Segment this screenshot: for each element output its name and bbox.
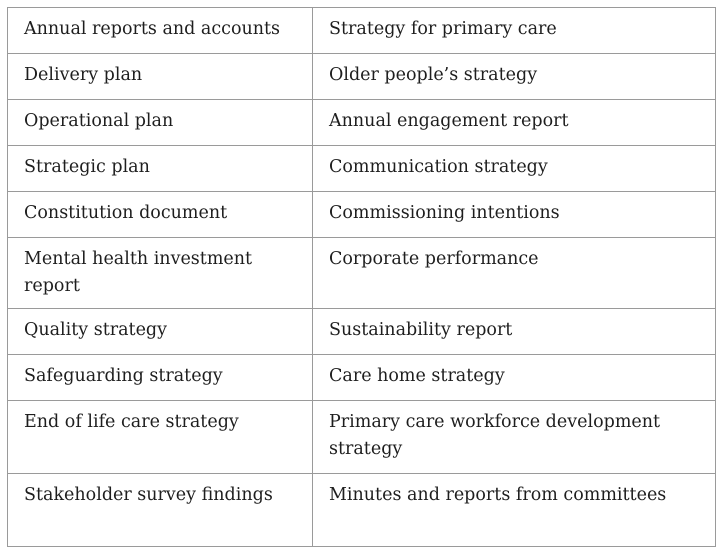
table-cell-right: Minutes and reports from committees bbox=[312, 473, 716, 547]
table-row: End of life care strategy Primary care w… bbox=[7, 400, 716, 474]
table-cell-right: Commissioning intentions bbox=[312, 191, 716, 238]
table-cell-right: Care home strategy bbox=[312, 354, 716, 401]
table-row: Constitution document Commissioning inte… bbox=[7, 191, 716, 238]
table-cell-left: Stakeholder survey findings bbox=[7, 473, 313, 547]
table-row: Safeguarding strategy Care home strategy bbox=[7, 354, 716, 401]
table-cell-left: Operational plan bbox=[7, 99, 313, 146]
table-row: Operational plan Annual engagement repor… bbox=[7, 99, 716, 146]
table-cell-right: Older people’s strategy bbox=[312, 53, 716, 100]
table-cell-left: Constitution document bbox=[7, 191, 313, 238]
table-row: Annual reports and accounts Strategy for… bbox=[7, 7, 716, 54]
table-cell-left: End of life care strategy bbox=[7, 400, 313, 474]
table-row: Stakeholder survey findings Minutes and … bbox=[7, 473, 716, 547]
table-cell-right: Strategy for primary care bbox=[312, 7, 716, 54]
table-row: Strategic plan Communication strategy bbox=[7, 145, 716, 192]
table-cell-right: Annual engagement report bbox=[312, 99, 716, 146]
table-cell-right: Communication strategy bbox=[312, 145, 716, 192]
table-row: Quality strategy Sustainability report bbox=[7, 308, 716, 355]
table-cell-left: Annual reports and accounts bbox=[7, 7, 313, 54]
table-cell-right: Corporate performance bbox=[312, 237, 716, 309]
documents-table: Annual reports and accounts Strategy for… bbox=[7, 7, 716, 547]
table-cell-left: Quality strategy bbox=[7, 308, 313, 355]
table-cell-left: Safeguarding strategy bbox=[7, 354, 313, 401]
table-row: Mental health investment report Corporat… bbox=[7, 237, 716, 309]
table-cell-right: Sustainability report bbox=[312, 308, 716, 355]
table-cell-left: Mental health investment report bbox=[7, 237, 313, 309]
table-cell-left: Delivery plan bbox=[7, 53, 313, 100]
table-cell-left: Strategic plan bbox=[7, 145, 313, 192]
table-row: Delivery plan Older people’s strategy bbox=[7, 53, 716, 100]
table-cell-right: Primary care workforce development strat… bbox=[312, 400, 716, 474]
